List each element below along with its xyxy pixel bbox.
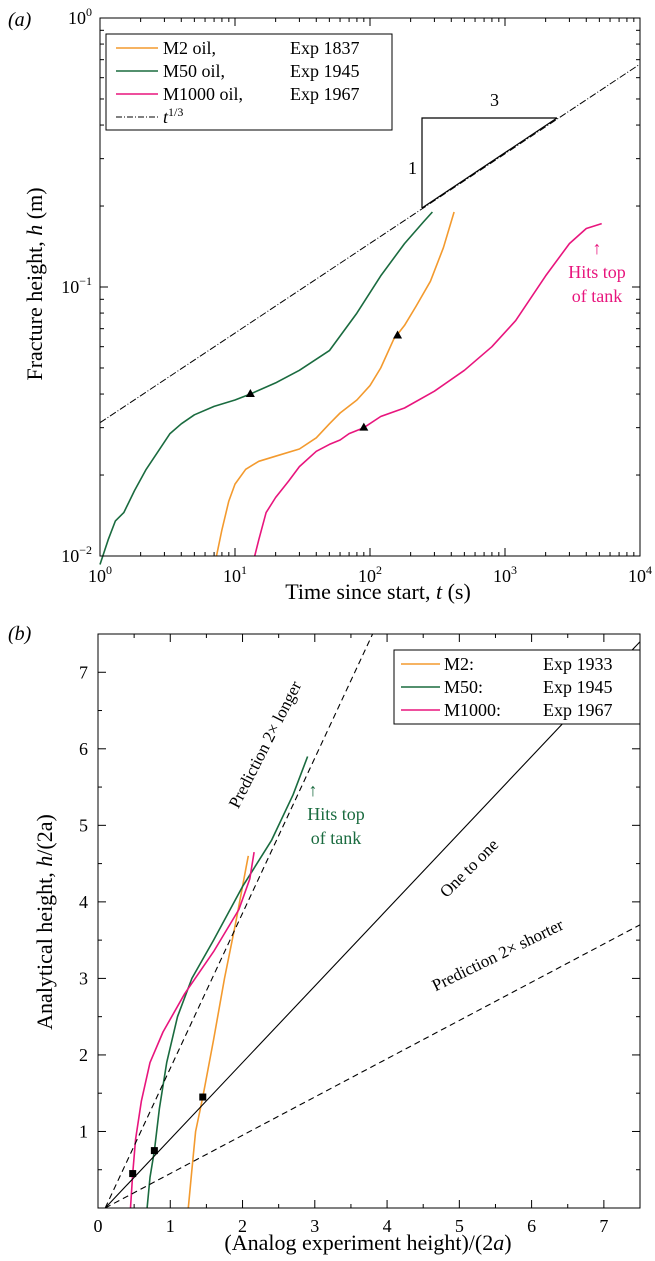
- panel-a-ylabel: Fracture height, h (m): [22, 187, 47, 380]
- panel-b-plot-area: [104, 633, 641, 1209]
- legend-exp-m1000: Exp 1967: [543, 700, 613, 720]
- panel-b-ylabel: Analytical height, h/(2a): [32, 814, 57, 1030]
- panel-a-annotation: ↑ Hits top of tank: [568, 238, 626, 306]
- x-tick-label: 103: [493, 563, 517, 586]
- series-line-0: [187, 855, 250, 1209]
- label-prediction-shorter: Prediction 2× shorter: [429, 915, 567, 995]
- y-tick-label: 3: [79, 968, 88, 988]
- legend-label-m2: M2 oil,: [163, 38, 216, 58]
- annotation-arrow: ↑: [309, 780, 318, 800]
- series-line-1: [146, 756, 309, 1209]
- series-line-3: [104, 641, 641, 1209]
- y-tick-label: 10−2: [61, 543, 92, 566]
- x-tick-label: 100: [88, 563, 112, 586]
- slope-triangle-rise-label: 1: [408, 158, 417, 178]
- panel-b-annotation: ↑ Hits top of tank: [307, 780, 365, 848]
- panel-a-axis-ticks: [99, 18, 640, 557]
- slope-triangle: [421, 117, 557, 208]
- panel-a-tick-labels: 100 101 102 103 104 10−2 10−1 100: [61, 5, 652, 586]
- y-tick-label: 7: [79, 662, 88, 682]
- x-tick-label: 5: [455, 1216, 464, 1236]
- panel-b-xlabel: (Analog experiment height)/(2a): [224, 1230, 511, 1255]
- slope-triangle-legs: [421, 117, 557, 208]
- series-line-1: [99, 211, 433, 565]
- x-tick-label: 1: [166, 1216, 175, 1236]
- legend-label-m50: M50:: [444, 677, 483, 697]
- legend-label-m1000: M1000 oil,: [163, 84, 243, 104]
- legend-exp-m1000: Exp 1967: [290, 84, 360, 104]
- x-tick-label: 104: [628, 563, 652, 586]
- y-tick-label: 6: [79, 739, 88, 759]
- panel-a: (a) 100 101 102 103 104 10−2 10−1 100 Time sinc…: [8, 5, 652, 604]
- legend-label-m2: M2:: [444, 654, 474, 674]
- legend-label-t13: t1/3: [163, 105, 183, 127]
- x-tick-label: 101: [223, 563, 247, 586]
- legend-box: [105, 33, 393, 131]
- series-line-3: [99, 63, 641, 424]
- y-tick-label: 4: [79, 892, 88, 912]
- slope-triangle-hypotenuse: [421, 117, 558, 209]
- x-tick-label: 3: [310, 1216, 319, 1236]
- x-tick-label: 4: [383, 1216, 392, 1236]
- series-marker-1: [245, 389, 255, 398]
- panel-a-frame: [99, 17, 641, 557]
- x-tick-label: 6: [527, 1216, 536, 1236]
- legend-exp-m50: Exp 1945: [290, 61, 360, 81]
- annotation-line-2: of tank: [572, 286, 622, 306]
- annotation-line-1: Hits top: [568, 262, 626, 282]
- series-line-5: [104, 924, 641, 1209]
- legend-exp-m50: Exp 1945: [543, 677, 613, 697]
- panel-b: (b) 0 1 2 3 4 5 6 7 1 2 3 4 5 6 7 (Analog experiment h…: [8, 623, 641, 1255]
- series-line-0: [215, 211, 455, 557]
- legend-exp-m2: Exp 1933: [543, 654, 613, 674]
- panel-a-plot-area: [99, 63, 641, 565]
- series-line-4: [104, 633, 374, 1209]
- x-tick-label: 102: [358, 563, 382, 586]
- y-tick-label: 2: [79, 1045, 88, 1065]
- y-tick-label: 1: [79, 1121, 88, 1141]
- x-tick-label: 7: [599, 1216, 608, 1236]
- series-marker-2: [359, 422, 369, 431]
- annotation-line-1: Hits top: [307, 804, 365, 824]
- panel-b-legend: M2: Exp 1933 M50: Exp 1945 M1000: Exp 19…: [393, 649, 641, 725]
- x-tick-label: 0: [94, 1216, 103, 1236]
- y-tick-label: 5: [79, 815, 88, 835]
- legend-label-m50: M50 oil,: [163, 61, 225, 81]
- y-tick-label: 10−1: [61, 274, 92, 297]
- panel-b-tick-labels: 0 1 2 3 4 5 6 7 1 2 3 4 5 6 7: [79, 662, 608, 1236]
- series-marker-0: [393, 330, 403, 339]
- y-tick-label: 100: [68, 5, 92, 28]
- legend-label-m1000: M1000:: [444, 700, 501, 720]
- panel-a-xlabel: Time since start, t (s): [285, 579, 471, 604]
- label-prediction-longer: Prediction 2× longer: [225, 678, 306, 812]
- panel-b-frame: [97, 633, 641, 1209]
- annotation-arrow: ↑: [593, 238, 602, 258]
- label-one-to-one: One to one: [436, 835, 502, 901]
- panel-b-tag: (b): [8, 623, 32, 645]
- panel-a-tag: (a): [8, 9, 32, 31]
- series-marker-0: [199, 1093, 207, 1101]
- legend-exp-m2: Exp 1837: [290, 38, 360, 58]
- series-marker-2: [129, 1170, 137, 1178]
- series-line-2: [253, 222, 602, 557]
- annotation-line-2: of tank: [311, 828, 361, 848]
- series-marker-1: [150, 1147, 158, 1155]
- panel-a-legend: M2 oil, Exp 1837 M50 oil, Exp 1945 M1000…: [105, 33, 393, 131]
- series-line-2: [129, 851, 255, 1209]
- slope-triangle-run-label: 3: [490, 90, 499, 110]
- x-tick-label: 2: [238, 1216, 247, 1236]
